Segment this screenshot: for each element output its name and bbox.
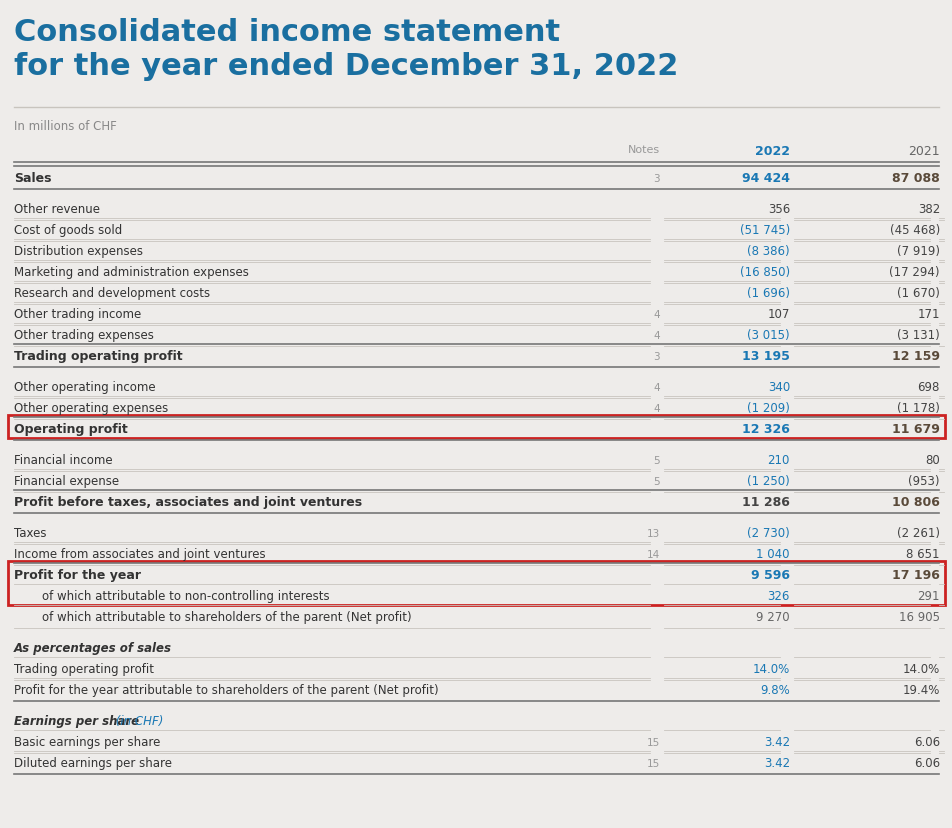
Text: (1 670): (1 670) [896,287,939,300]
Text: 12 159: 12 159 [891,350,939,363]
Text: (1 250): (1 250) [746,474,789,488]
Text: 9 270: 9 270 [756,611,789,623]
Text: 3.42: 3.42 [764,757,789,769]
Text: Other trading expenses: Other trading expenses [14,329,153,342]
Text: 3: 3 [653,352,660,362]
Text: (7 919): (7 919) [896,245,939,258]
Text: Marketing and administration expenses: Marketing and administration expenses [14,266,248,279]
Text: Earnings per share: Earnings per share [14,715,139,728]
Text: (1 209): (1 209) [746,402,789,415]
Text: 1 040: 1 040 [756,548,789,561]
Text: Profit before taxes, associates and joint ventures: Profit before taxes, associates and join… [14,496,362,508]
Text: 3: 3 [653,174,660,184]
Text: Consolidated income statement: Consolidated income statement [14,18,560,47]
Text: Taxes: Taxes [14,527,47,540]
Text: (in CHF): (in CHF) [111,715,163,728]
Text: 87 088: 87 088 [891,172,939,185]
Text: Research and development costs: Research and development costs [14,287,209,300]
Text: 3.42: 3.42 [764,735,789,749]
Text: (1 178): (1 178) [896,402,939,415]
Text: (8 386): (8 386) [746,245,789,258]
Text: 11 679: 11 679 [891,423,939,436]
Text: Notes: Notes [627,145,660,155]
Text: (45 468): (45 468) [889,224,939,237]
Text: (16 850): (16 850) [739,266,789,279]
Text: In millions of CHF: In millions of CHF [14,120,117,132]
Text: Operating profit: Operating profit [14,423,128,436]
Text: for the year ended December 31, 2022: for the year ended December 31, 2022 [14,52,678,81]
Text: Diluted earnings per share: Diluted earnings per share [14,757,171,769]
Text: 17 196: 17 196 [891,569,939,582]
Text: 94 424: 94 424 [742,172,789,185]
Text: Other revenue: Other revenue [14,203,100,216]
Text: (3 131): (3 131) [897,329,939,342]
Text: As percentages of sales: As percentages of sales [14,642,171,655]
Text: 10 806: 10 806 [891,496,939,508]
Text: 12 326: 12 326 [742,423,789,436]
Text: 107: 107 [766,308,789,321]
Text: 698: 698 [917,381,939,394]
Text: (953): (953) [907,474,939,488]
Text: 4: 4 [653,383,660,392]
Bar [8,561,944,605]
Text: 5: 5 [653,476,660,486]
Text: 2021: 2021 [907,145,939,158]
Text: 356: 356 [767,203,789,216]
Text: Other operating expenses: Other operating expenses [14,402,169,415]
Text: Sales: Sales [14,172,51,185]
Text: 14: 14 [646,549,660,559]
Text: 8 651: 8 651 [905,548,939,561]
Bar [8,416,944,439]
Text: Distribution expenses: Distribution expenses [14,245,143,258]
Text: 171: 171 [917,308,939,321]
Text: 13: 13 [646,528,660,538]
Text: (2 261): (2 261) [896,527,939,540]
Text: 9 596: 9 596 [750,569,789,582]
Text: (17 294): (17 294) [888,266,939,279]
Text: Financial expense: Financial expense [14,474,119,488]
Text: 4: 4 [653,310,660,320]
Text: Income from associates and joint ventures: Income from associates and joint venture… [14,548,266,561]
Text: 2022: 2022 [754,145,789,158]
Text: Financial income: Financial income [14,454,112,467]
Text: (1 696): (1 696) [746,287,789,300]
Text: 13 195: 13 195 [742,350,789,363]
Text: Other operating income: Other operating income [14,381,155,394]
Text: (51 745): (51 745) [739,224,789,237]
Text: 210: 210 [766,454,789,467]
Text: 4: 4 [653,330,660,340]
Text: 19.4%: 19.4% [902,684,939,696]
Text: 382: 382 [917,203,939,216]
Text: 4: 4 [653,403,660,413]
Text: Profit for the year: Profit for the year [14,569,141,582]
Text: Cost of goods sold: Cost of goods sold [14,224,122,237]
Text: Basic earnings per share: Basic earnings per share [14,735,160,749]
Text: 326: 326 [766,590,789,603]
Text: 9.8%: 9.8% [760,684,789,696]
Text: Trading operating profit: Trading operating profit [14,662,154,676]
Text: 14.0%: 14.0% [902,662,939,676]
Text: of which attributable to non-controlling interests: of which attributable to non-controlling… [42,590,329,603]
Text: 340: 340 [767,381,789,394]
Text: 291: 291 [917,590,939,603]
Text: 14.0%: 14.0% [752,662,789,676]
Text: 16 905: 16 905 [898,611,939,623]
Text: 6.06: 6.06 [913,757,939,769]
Text: 80: 80 [924,454,939,467]
Text: (2 730): (2 730) [746,527,789,540]
Text: (3 015): (3 015) [746,329,789,342]
Text: Profit for the year attributable to shareholders of the parent (Net profit): Profit for the year attributable to shar… [14,684,438,696]
Text: Other trading income: Other trading income [14,308,141,321]
Text: 5: 5 [653,455,660,465]
Text: 15: 15 [646,737,660,747]
Text: 15: 15 [646,758,660,768]
Text: 11 286: 11 286 [742,496,789,508]
Text: 6.06: 6.06 [913,735,939,749]
Text: Trading operating profit: Trading operating profit [14,350,183,363]
Text: of which attributable to shareholders of the parent (Net profit): of which attributable to shareholders of… [42,611,411,623]
